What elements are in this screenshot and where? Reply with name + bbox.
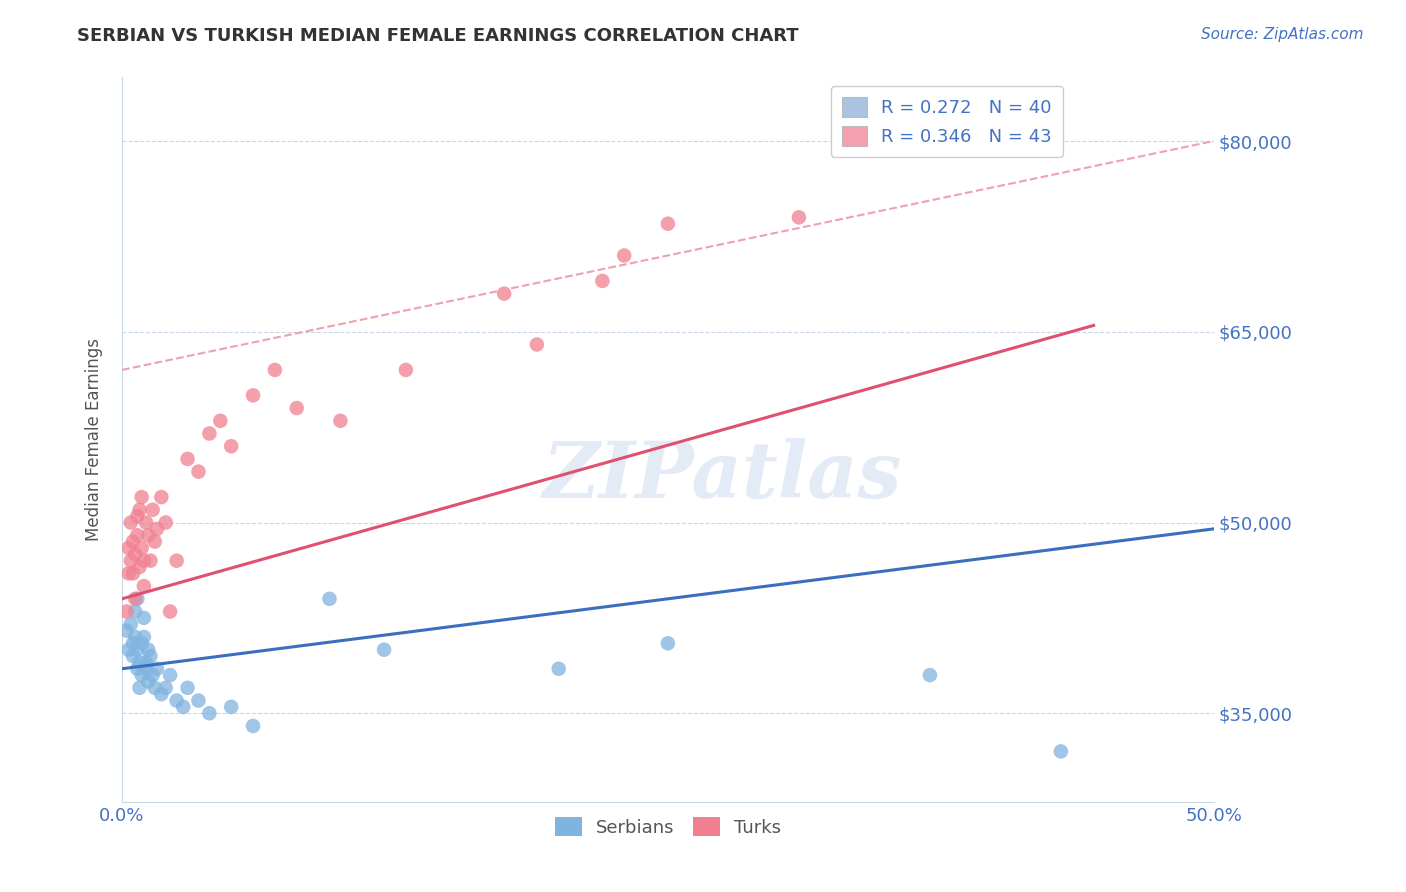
Text: SERBIAN VS TURKISH MEDIAN FEMALE EARNINGS CORRELATION CHART: SERBIAN VS TURKISH MEDIAN FEMALE EARNING… <box>77 27 799 45</box>
Point <box>159 668 181 682</box>
Point <box>187 693 209 707</box>
Point <box>131 490 153 504</box>
Point <box>124 630 146 644</box>
Point <box>143 534 166 549</box>
Point <box>166 554 188 568</box>
Point <box>127 642 149 657</box>
Point <box>120 617 142 632</box>
Point <box>132 554 155 568</box>
Point <box>198 426 221 441</box>
Point <box>115 605 138 619</box>
Point <box>918 668 941 682</box>
Point <box>127 662 149 676</box>
Point <box>395 363 418 377</box>
Point <box>198 706 221 721</box>
Point <box>128 681 150 695</box>
Point <box>127 591 149 606</box>
Point <box>127 528 149 542</box>
Point <box>657 636 679 650</box>
Point <box>128 656 150 670</box>
Point <box>136 642 159 657</box>
Point <box>124 605 146 619</box>
Point <box>285 401 308 415</box>
Point <box>219 439 242 453</box>
Point <box>131 541 153 555</box>
Point <box>146 662 169 676</box>
Point <box>787 211 810 225</box>
Point <box>155 681 177 695</box>
Point <box>132 630 155 644</box>
Point <box>613 248 636 262</box>
Point <box>132 579 155 593</box>
Point <box>131 668 153 682</box>
Point <box>526 337 548 351</box>
Point <box>150 490 173 504</box>
Point <box>139 648 162 663</box>
Point <box>143 681 166 695</box>
Point <box>136 674 159 689</box>
Point <box>318 591 340 606</box>
Point <box>1050 744 1073 758</box>
Point <box>131 636 153 650</box>
Point <box>264 363 287 377</box>
Point <box>172 699 194 714</box>
Point <box>136 528 159 542</box>
Point <box>117 541 139 555</box>
Point <box>166 693 188 707</box>
Point <box>242 388 264 402</box>
Legend: Serbians, Turks: Serbians, Turks <box>547 810 789 844</box>
Point <box>135 656 157 670</box>
Point <box>117 642 139 657</box>
Point <box>122 648 145 663</box>
Point <box>139 554 162 568</box>
Point <box>187 465 209 479</box>
Point <box>494 286 516 301</box>
Point <box>128 560 150 574</box>
Point <box>122 534 145 549</box>
Point <box>124 591 146 606</box>
Point <box>209 414 232 428</box>
Point <box>142 668 165 682</box>
Point <box>146 522 169 536</box>
Point <box>120 516 142 530</box>
Text: ZIPatlas: ZIPatlas <box>543 438 903 515</box>
Point <box>657 217 679 231</box>
Point <box>591 274 613 288</box>
Point <box>176 681 198 695</box>
Point <box>135 662 157 676</box>
Point <box>219 699 242 714</box>
Point <box>242 719 264 733</box>
Point <box>115 624 138 638</box>
Point <box>159 605 181 619</box>
Text: Source: ZipAtlas.com: Source: ZipAtlas.com <box>1201 27 1364 42</box>
Point <box>122 636 145 650</box>
Point <box>120 554 142 568</box>
Point <box>150 687 173 701</box>
Point <box>547 662 569 676</box>
Point <box>122 566 145 581</box>
Point <box>176 451 198 466</box>
Point <box>142 503 165 517</box>
Point <box>117 566 139 581</box>
Point <box>132 611 155 625</box>
Point <box>373 642 395 657</box>
Point <box>155 516 177 530</box>
Point <box>124 547 146 561</box>
Point <box>128 503 150 517</box>
Point <box>127 509 149 524</box>
Y-axis label: Median Female Earnings: Median Female Earnings <box>86 338 103 541</box>
Point <box>135 516 157 530</box>
Point <box>329 414 352 428</box>
